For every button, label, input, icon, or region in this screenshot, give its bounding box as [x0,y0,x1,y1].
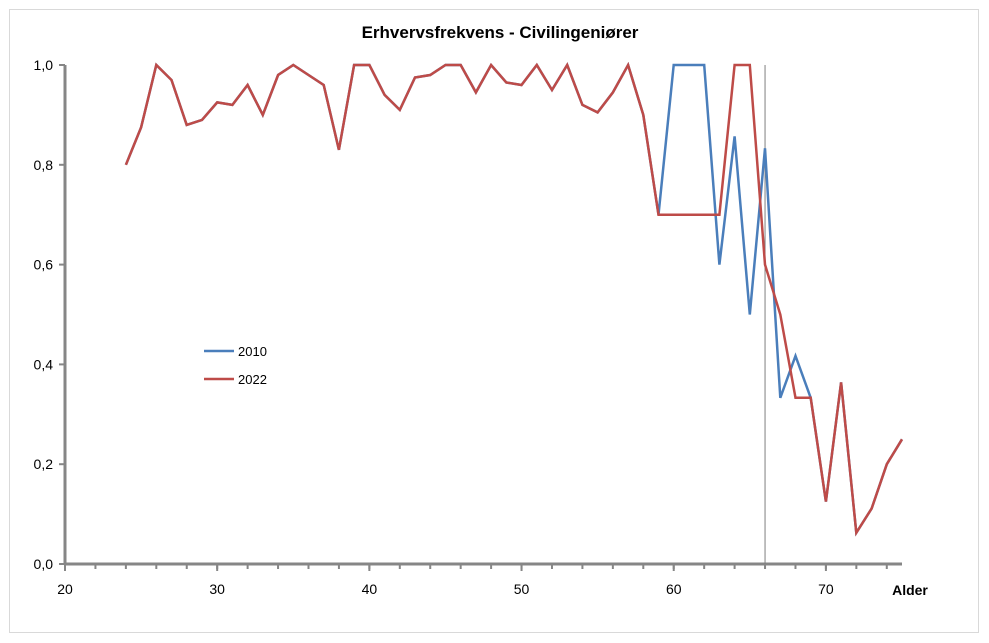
legend-label-2022: 2022 [238,372,267,387]
x-tick-label: 20 [57,581,73,597]
series-line-2010 [124,61,904,537]
y-tick-label: 0,6 [34,257,54,273]
y-tick-label: 0,2 [34,456,54,472]
y-tick-label: 0,0 [34,556,54,572]
y-tick-label: 0,4 [34,356,54,372]
legend: 2010 2022 [204,344,267,387]
legend-label-2010: 2010 [238,344,267,359]
x-axis-label: Alder [892,582,928,598]
y-tick-label: 0,8 [34,157,54,173]
plot-area [124,61,904,564]
y-tick-label: 1,0 [34,57,54,73]
x-tick-label: 70 [818,581,834,597]
x-tick-label: 50 [514,581,530,597]
chart-frame [9,9,979,633]
x-tick-label: 40 [362,581,378,597]
axes: 0,0 0,2 0,4 0,6 0,8 1,0 20 30 40 50 60 70 [34,57,902,597]
series-line-2022 [124,61,904,537]
x-tick-label: 60 [666,581,682,597]
chart-title: Erhvervsfrekvens - Civilingeniører [362,23,639,42]
x-tick-label: 30 [209,581,225,597]
